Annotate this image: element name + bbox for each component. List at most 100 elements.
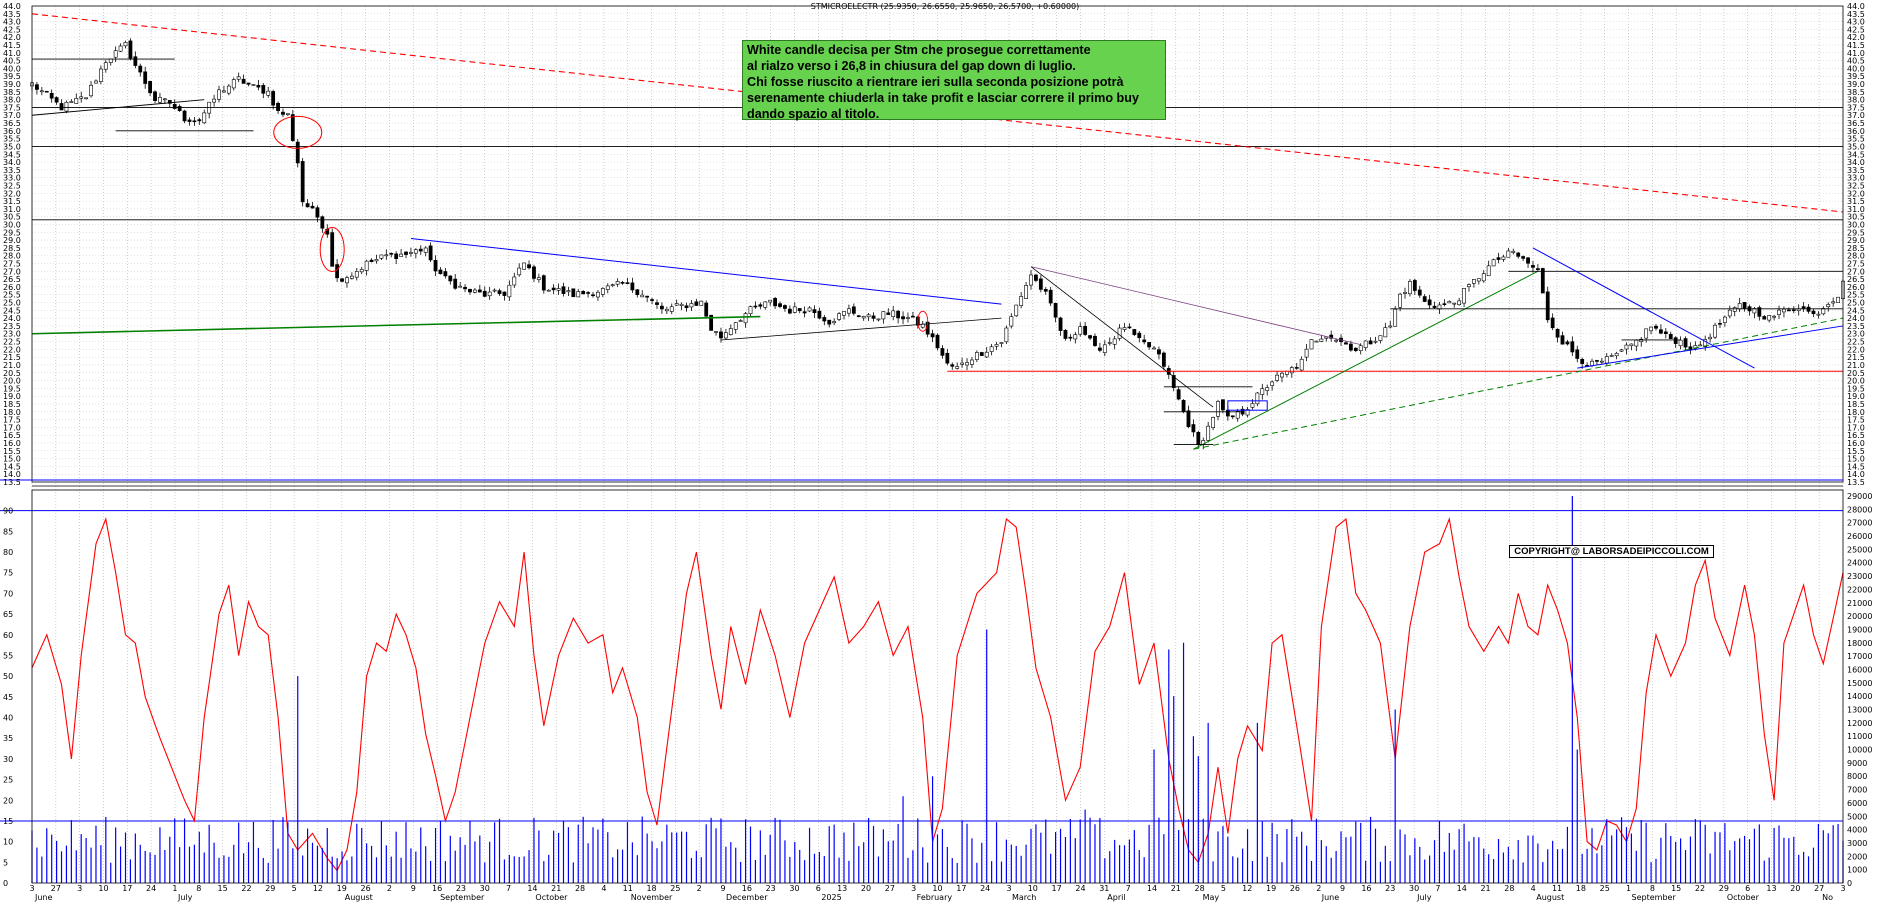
x-tick-day: 17 [1052, 884, 1062, 893]
candle-body [290, 114, 295, 141]
price-tick-right: 40.0 [1847, 64, 1865, 73]
x-tick-day: 6 [816, 884, 821, 893]
candle-body [1097, 347, 1102, 351]
candle-body [723, 332, 728, 339]
price-tick-left: 14.5 [3, 462, 21, 471]
candle-body [413, 249, 418, 254]
candle-body [123, 42, 128, 47]
x-tick-day: 1 [1626, 884, 1631, 893]
candle-body [910, 315, 915, 318]
volume-tick: 2000 [1847, 852, 1867, 861]
candle-body [1570, 341, 1575, 353]
candle-body [94, 80, 98, 84]
price-tick-right: 43.0 [1847, 18, 1865, 27]
x-tick-day: 31 [1099, 884, 1109, 893]
candle-body [1324, 336, 1329, 339]
oscillator-tick: 25 [3, 776, 13, 785]
x-tick-day: 28 [575, 884, 585, 893]
candle-body [748, 306, 753, 315]
x-tick-month: October [1727, 893, 1760, 902]
candle-body [1629, 343, 1634, 347]
candle-body [1560, 335, 1565, 345]
price-tick-right: 35.0 [1847, 142, 1865, 151]
candle-body [842, 311, 846, 316]
candle-body [197, 119, 202, 122]
price-tick-right: 41.0 [1847, 49, 1865, 58]
price-tick-left: 33.0 [3, 174, 21, 183]
candle-body [822, 317, 827, 322]
candle-body [970, 359, 974, 365]
price-tick-right: 31.0 [1847, 205, 1865, 214]
candle-body [1388, 325, 1393, 328]
highlight-ellipse [319, 226, 345, 272]
candle-body [1767, 315, 1772, 321]
x-tick-day: 21 [1171, 884, 1181, 893]
price-tick-left: 21.0 [3, 361, 21, 370]
candle-body [728, 328, 733, 335]
candle-body [581, 291, 586, 295]
candle-body [787, 308, 792, 314]
volume-tick: 8000 [1847, 772, 1867, 781]
candle-body [1043, 289, 1048, 292]
price-tick-right: 38.5 [1847, 88, 1865, 97]
price-tick-right: 28.0 [1847, 252, 1865, 261]
candle-body [1535, 268, 1540, 271]
candle-body [1112, 338, 1117, 345]
candle-body [566, 290, 571, 293]
candle-body [1412, 280, 1417, 291]
candle-body [305, 203, 310, 208]
volume-tick: 10000 [1847, 746, 1872, 755]
candle-body [1555, 328, 1560, 338]
candle-body [989, 346, 994, 352]
candle-body [930, 333, 935, 338]
price-tick-left: 14.0 [3, 470, 21, 479]
candle-body [591, 294, 595, 297]
candle-body [522, 262, 527, 270]
highlight-ellipse [273, 115, 323, 149]
candle-body [1836, 296, 1840, 303]
x-tick-day: 16 [742, 884, 752, 893]
candle-body [763, 301, 768, 308]
price-tick-left: 26.5 [3, 275, 21, 284]
candle-body [1176, 389, 1181, 400]
volume-tick: 26000 [1847, 532, 1872, 541]
price-tick-right: 25.5 [1847, 291, 1865, 300]
candle-body [1688, 346, 1693, 350]
candle-body [1540, 268, 1545, 294]
candle-body [1063, 329, 1068, 339]
blue-rising-line [1577, 325, 1844, 369]
candle-body [527, 264, 531, 269]
price-tick-left: 21.5 [3, 353, 21, 362]
candle-body [1378, 335, 1383, 341]
x-tick-month: No [1822, 893, 1833, 902]
candle-body [1742, 302, 1747, 309]
candle-body [1280, 372, 1284, 378]
x-tick-day: 11 [623, 884, 633, 893]
candle-body [1353, 347, 1358, 352]
price-tick-right: 29.5 [1847, 228, 1865, 237]
price-tick-left: 28.5 [3, 244, 21, 253]
candle-body [153, 91, 157, 101]
candle-body [251, 84, 256, 86]
falling-line [1030, 266, 1214, 408]
candle-body [856, 315, 861, 317]
oscillator-tick: 45 [3, 693, 13, 702]
candle-body [832, 321, 837, 324]
candle-body [295, 141, 300, 164]
candle-body [733, 322, 738, 330]
candle-body [443, 271, 448, 277]
candle-body [1531, 265, 1535, 268]
candle-body [773, 298, 778, 307]
price-tick-right: 24.5 [1847, 306, 1865, 315]
candle-body [576, 291, 581, 298]
candle-body [1029, 274, 1033, 286]
candle-body [1181, 400, 1186, 412]
x-tick-day: 26 [1290, 884, 1300, 893]
candle-body [1590, 360, 1594, 366]
x-tick-day: 30 [1409, 884, 1419, 893]
candle-body [1152, 347, 1156, 350]
candle-body [477, 289, 482, 293]
candle-body [1132, 329, 1137, 335]
candle-body [1196, 431, 1201, 445]
